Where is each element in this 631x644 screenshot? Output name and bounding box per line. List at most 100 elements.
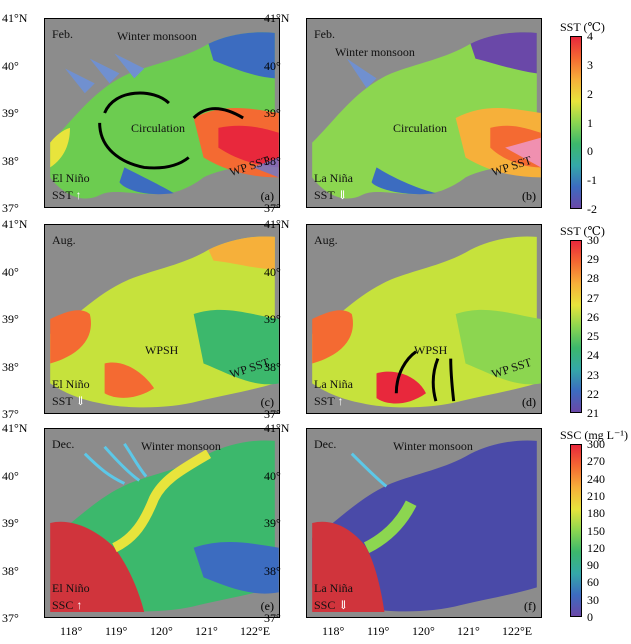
longitude-label: 120°: [412, 624, 435, 638]
annotation-winter-monsoon: Winter monsoon: [335, 45, 415, 59]
trend-arrow-icon: ↑: [337, 394, 344, 408]
longitude-label: 122°E: [502, 624, 533, 638]
panel-month: Aug.: [314, 233, 338, 247]
colorbar-dec: [570, 444, 582, 617]
colorbar-tick-label: 0: [587, 610, 593, 624]
colorbar-tick-label: 0: [587, 144, 593, 159]
latitude-label: 40°: [264, 58, 281, 73]
colorbar-tick-label: 27: [587, 290, 599, 305]
colorbar-tick-label: 29: [587, 252, 599, 267]
panel-month: Aug.: [52, 233, 76, 247]
colorbar-tick-label: 2: [587, 86, 593, 101]
longitude-label: 119°: [367, 624, 390, 638]
index-label: SST ⇓: [52, 394, 86, 408]
map-panel-a: Feb. Winter monsoon Circulation WP SST E…: [44, 18, 280, 208]
colorbar-tick-label: 60: [587, 575, 599, 590]
colorbar-tick-label: 23: [587, 367, 599, 382]
sst-anomaly-map-aug-la-nina: [312, 236, 541, 408]
longitude-label: 118°: [60, 624, 83, 638]
trend-arrow-icon: ⇓: [337, 188, 348, 202]
colorbar-tick-label: 90: [587, 558, 599, 573]
colorbar-tick-label: 240: [587, 471, 605, 486]
latitude-label: 41°N: [2, 421, 28, 435]
annotation-winter-monsoon: Winter monsoon: [393, 439, 473, 453]
map-panel-b: Feb. Winter monsoon Circulation WP SST L…: [306, 18, 542, 208]
latitude-label: 39°: [2, 516, 19, 530]
colorbar-tick-label: 30: [587, 592, 599, 607]
latitude-label: 37°: [264, 201, 281, 215]
annotation-wpsh: WPSH: [414, 343, 448, 357]
event-label: El Niño: [52, 581, 90, 595]
colorbar-tick-label: -2: [587, 202, 597, 216]
longitude-label: 120°: [150, 624, 173, 638]
event-label: La Niña: [314, 377, 353, 391]
colorbar-tick-label: 180: [587, 506, 605, 521]
panel-month: Dec.: [314, 437, 337, 451]
latitude-label: 40°: [264, 264, 281, 279]
annotation-wpsh: WPSH: [145, 343, 179, 357]
colorbar-title-feb: SST (℃): [560, 20, 605, 34]
colorbar-tick-label: 150: [587, 523, 605, 538]
latitude-label: 41°N: [264, 217, 290, 231]
colorbar-tick-label: 4: [587, 29, 593, 43]
latitude-label: 41°N: [2, 217, 28, 231]
map-panel-f: Dec. Winter monsoon La Niña SSC ⇓ (f): [306, 428, 542, 618]
longitude-label: 122°E: [240, 624, 271, 638]
event-label: El Niño: [52, 171, 90, 185]
event-label: El Niño: [52, 377, 90, 391]
longitude-label: 121°: [195, 624, 218, 638]
annotation-circulation: Circulation: [393, 121, 447, 135]
latitude-label: 41°N: [2, 11, 28, 25]
latitude-label: 37°: [2, 407, 19, 421]
latitude-label: 39°: [264, 106, 281, 120]
latitude-label: 37°: [264, 407, 281, 421]
panel-label: (d): [522, 395, 536, 409]
annotation-winter-monsoon: Winter monsoon: [117, 29, 197, 43]
colorbar-tick-label: 30: [587, 233, 599, 247]
panel-month: Feb.: [52, 27, 73, 41]
panel-label: (b): [522, 189, 536, 203]
annotation-circulation: Circulation: [131, 121, 185, 135]
longitude-label: 119°: [105, 624, 128, 638]
panel-month: Dec.: [52, 437, 75, 451]
latitude-label: 39°: [264, 312, 281, 326]
latitude-label: 38°: [264, 563, 281, 578]
index-label: SSC ⇓: [314, 598, 349, 612]
latitude-label: 38°: [2, 153, 19, 168]
latitude-label: 39°: [2, 312, 19, 326]
panel-label: (a): [260, 189, 274, 203]
panel-label: (f): [524, 599, 536, 613]
latitude-label: 38°: [2, 359, 19, 374]
map-panel-c: Aug. WPSH WP SST El Niño SST ⇓ (c): [44, 224, 280, 414]
colorbar-tick-label: 25: [587, 329, 599, 344]
colorbar-tick-label: -1: [587, 173, 597, 188]
longitude-label: 121°: [457, 624, 480, 638]
colorbar-tick-label: 270: [587, 454, 605, 469]
map-panel-e: Dec. Winter monsoon El Niño SSC ↑ (e): [44, 428, 280, 618]
latitude-label: 41°N: [264, 421, 290, 435]
latitude-label: 37°: [2, 201, 19, 215]
event-label: La Niña: [314, 581, 353, 595]
trend-arrow-icon: ↑: [75, 188, 82, 202]
colorbar-tick-label: 300: [587, 437, 605, 451]
index-label: SST ⇓: [314, 188, 348, 202]
index-label: SST ↑: [52, 188, 82, 202]
sst-anomaly-map-feb-el-nino: [50, 32, 279, 199]
index-label: SST ↑: [314, 394, 344, 408]
trend-arrow-icon: ⇓: [75, 394, 86, 408]
sst-anomaly-map-feb-la-nina: [312, 32, 541, 199]
colorbar-feb: [570, 36, 582, 209]
colorbar-tick-label: 21: [587, 406, 599, 420]
annotation-winter-monsoon: Winter monsoon: [141, 439, 221, 453]
map-panel-d: Aug. WPSH WP SST La Niña SST ↑ (d): [306, 224, 542, 414]
latitude-label: 38°: [2, 563, 19, 578]
colorbar-aug: [570, 240, 582, 413]
latitude-label: 38°: [264, 153, 281, 168]
latitude-label: 39°: [2, 106, 19, 120]
longitude-label: 118°: [322, 624, 345, 638]
latitude-label: 41°N: [264, 11, 290, 25]
colorbar-tick-label: 3: [587, 57, 593, 72]
colorbar-tick-label: 120: [587, 540, 605, 555]
latitude-label: 40°: [2, 58, 19, 73]
index-label: SSC ↑: [52, 598, 83, 612]
